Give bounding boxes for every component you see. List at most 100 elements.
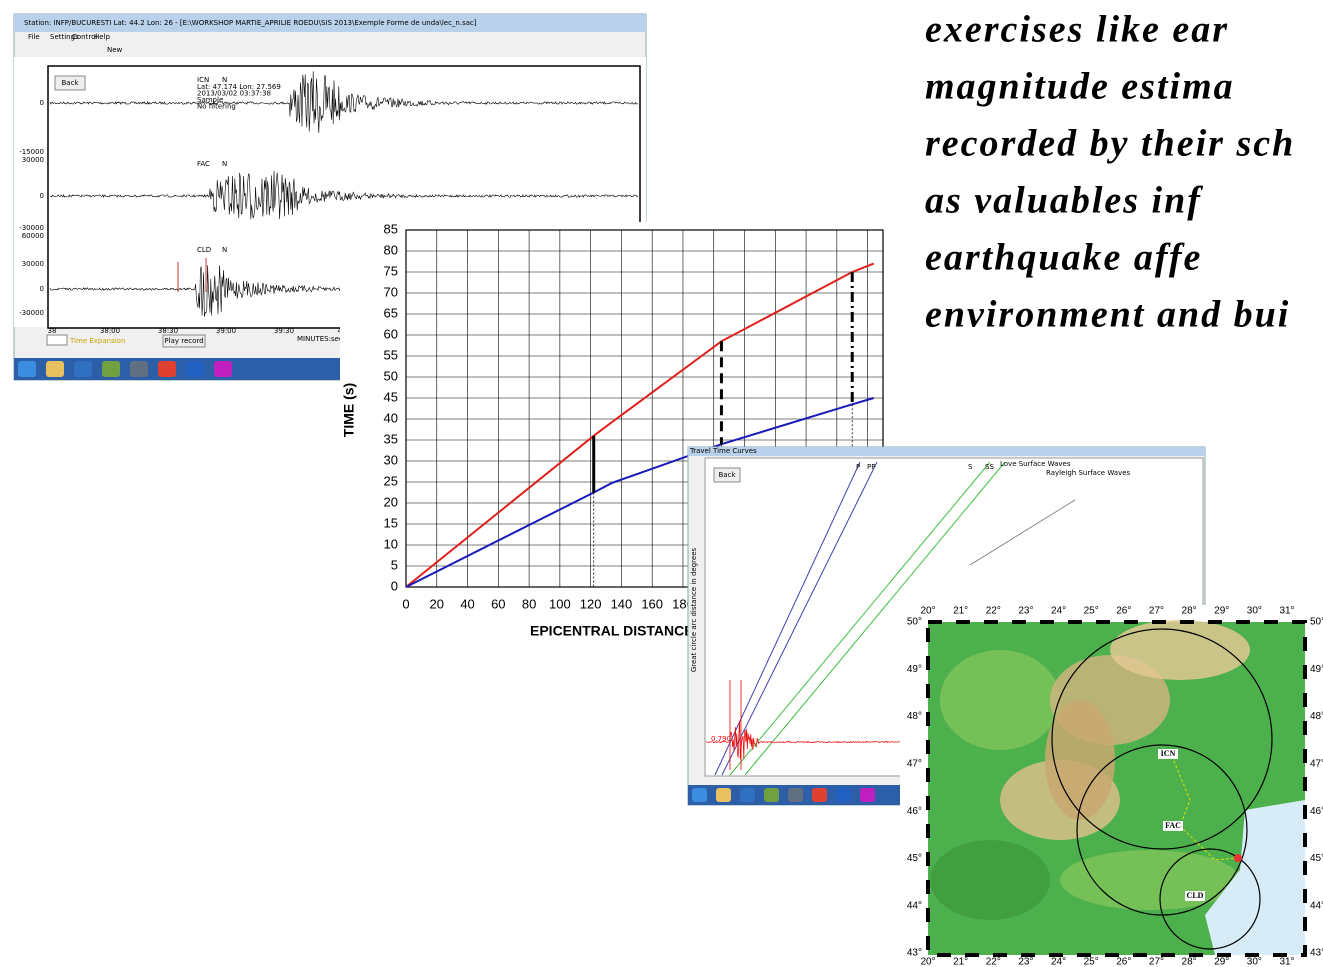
y-tick-label: 35 — [384, 431, 398, 446]
lon-label: 26° — [1116, 606, 1131, 617]
spinner[interactable] — [46, 334, 68, 346]
menu-item[interactable]: Control — [72, 33, 97, 41]
distance-circle — [1159, 848, 1261, 950]
x-tick-label: 60 — [491, 596, 505, 611]
text-line: environment and bui — [925, 294, 1290, 336]
y-tick-label: 25 — [384, 473, 398, 488]
phase-label: P — [856, 463, 860, 471]
x-tick-label: 120 — [580, 596, 602, 611]
component-label: N — [222, 76, 227, 84]
menu-item[interactable]: Help — [94, 33, 111, 41]
station-label: FAC — [197, 160, 210, 168]
back-label[interactable]: Back — [62, 79, 80, 87]
y-tick-label: 55 — [384, 347, 398, 362]
lon-label: 30° — [1247, 606, 1262, 617]
back-button[interactable] — [713, 467, 741, 483]
time-label: 38 — [48, 327, 57, 335]
travel-curve — [744, 461, 1006, 776]
terrain — [940, 650, 1060, 750]
x-tick-label: 0 — [402, 596, 409, 611]
epicenter — [1234, 854, 1242, 862]
station-label: CLD — [197, 246, 211, 254]
back-button[interactable] — [54, 75, 86, 91]
x-tick-label: 100 — [549, 596, 571, 611]
taskbar-icon[interactable] — [74, 361, 92, 377]
lat-label: 43° — [907, 948, 922, 959]
lat-label: 47° — [1310, 758, 1323, 769]
taskbar-icon[interactable] — [158, 361, 176, 377]
lon-label: 22° — [986, 606, 1001, 617]
time-label: 38:30 — [158, 327, 178, 335]
lon-label: 29° — [1214, 606, 1229, 617]
lat-label: 47° — [907, 758, 922, 769]
taskbar-icon[interactable] — [18, 361, 36, 377]
series-line — [405, 262, 875, 588]
lat-label: 50° — [907, 617, 922, 628]
lon-label: 31° — [1279, 606, 1294, 617]
taskbar-icon[interactable] — [788, 788, 803, 802]
taskbar-icon[interactable] — [860, 788, 875, 802]
y-tick-label: 0 — [391, 578, 398, 593]
travel-curve — [729, 461, 991, 776]
taskbar-icon[interactable] — [692, 788, 707, 802]
play-label[interactable]: Play record — [164, 337, 203, 345]
taskbar-icon[interactable] — [186, 361, 204, 377]
waveform — [705, 721, 905, 760]
play-button[interactable] — [162, 334, 206, 348]
taskbar-icon[interactable] — [764, 788, 779, 802]
component-label: N — [222, 160, 227, 168]
terrain — [1110, 620, 1250, 680]
taskbar-icon[interactable] — [740, 788, 755, 802]
station-label: FAC — [1165, 821, 1181, 830]
lon-label: 22° — [986, 957, 1001, 967]
time-expansion: Time Expansion — [69, 337, 125, 345]
waveform — [49, 170, 639, 220]
x-tick-label: 140 — [611, 596, 633, 611]
y-axis-title: TIME (s) — [341, 383, 357, 437]
toolbar-label[interactable]: New — [107, 46, 123, 54]
lon-label: 30° — [1247, 957, 1262, 967]
y-tick-label: 60 — [384, 326, 398, 341]
love-label: Love Surface Waves — [1000, 460, 1071, 468]
terrain — [930, 840, 1050, 920]
plot-border — [405, 229, 884, 588]
taskbar-icon[interactable] — [716, 788, 731, 802]
taskbar-icon[interactable] — [102, 361, 120, 377]
amplitude-label: 30000 — [22, 260, 44, 268]
lon-label: 21° — [953, 957, 968, 967]
station-label: ICN — [197, 76, 209, 84]
taskbar-icon[interactable] — [46, 361, 64, 377]
map: ICN FAC CLD 20° 20° 21° 21° 22° 22° 23° 23° 24° 24° 2… — [900, 605, 1323, 967]
lon-label: 27° — [1149, 606, 1164, 617]
amplitude-label: 0 — [40, 99, 44, 107]
y-tick-label: 50 — [384, 368, 398, 383]
station-box — [1185, 891, 1205, 901]
waveform — [49, 71, 639, 133]
taskbar-icon[interactable] — [130, 361, 148, 377]
terrain — [1060, 850, 1240, 910]
taskbar-icon[interactable] — [812, 788, 827, 802]
back-label[interactable]: Back — [719, 471, 737, 479]
lat-label: 50° — [1310, 617, 1323, 628]
lat-label: 49° — [1310, 664, 1323, 675]
x-axis-title: EPICENTRAL DISTANCE (km) — [530, 623, 727, 639]
menu-item[interactable]: Settings — [50, 33, 79, 41]
taskbar-icon[interactable] — [836, 788, 851, 802]
title-bar — [688, 447, 1205, 456]
lon-label: 26° — [1116, 957, 1131, 967]
text-line: earthquake affe — [925, 237, 1202, 279]
travel-curve — [721, 461, 878, 776]
text-block: exercises like ear magnitude estima record… — [925, 9, 1293, 336]
y-tick-label: 85 — [384, 221, 398, 236]
y-tick-label: 5 — [391, 557, 398, 572]
time-label: 38:00 — [100, 327, 120, 335]
menu-item[interactable]: File — [28, 33, 40, 41]
taskbar-icon[interactable] — [214, 361, 232, 377]
lon-label: 24° — [1051, 957, 1066, 967]
window-title: Travel Time Curves — [689, 447, 757, 455]
x-tick-label: 20 — [430, 596, 444, 611]
lat-label: 45° — [1310, 853, 1323, 864]
map-frame — [926, 620, 1307, 957]
seismogram-window: Station: INFP/BUCURESTI Lat: 44.2 Lon: 2… — [13, 13, 647, 381]
surface-curve — [969, 499, 1076, 566]
